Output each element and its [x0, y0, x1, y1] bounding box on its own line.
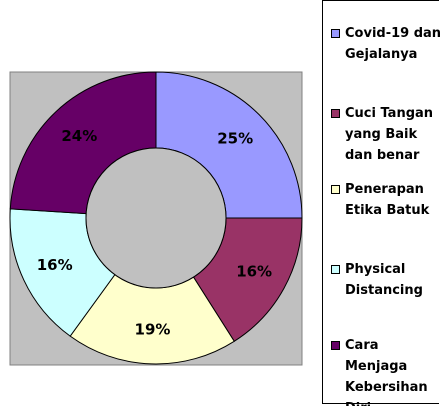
legend-swatch: [331, 29, 340, 38]
legend-item: Penerapan Etika Batuk: [331, 179, 441, 221]
legend-label: Physical Distancing: [345, 262, 423, 298]
data-label: 19%: [135, 320, 171, 338]
legend-label: Cara Menjaga Kebersihan Diri: [345, 338, 428, 406]
legend-item: Covid-19 dan Gejalanya: [331, 23, 441, 65]
data-label: 16%: [37, 256, 73, 274]
legend-label: Cuci Tangan yang Baik dan benar: [345, 106, 434, 163]
donut-hole: [85, 147, 227, 289]
legend: Covid-19 dan Gejalanya Cuci Tangan yang B…: [322, 0, 441, 406]
legend-item: Physical Distancing: [331, 259, 441, 301]
legend-label: Penerapan Etika Batuk: [345, 182, 430, 218]
legend-swatch: [331, 185, 340, 194]
legend-item: Cara Menjaga Kebersihan Diri: [331, 335, 441, 406]
chart: 25% 16% 19% 16% 24%: [9, 71, 303, 366]
legend-swatch: [331, 265, 340, 274]
legend-swatch: [331, 341, 340, 350]
data-label: 16%: [236, 262, 272, 280]
data-label: 24%: [61, 127, 97, 145]
legend-swatch: [331, 109, 340, 118]
legend-label: Covid-19 dan Gejalanya: [345, 26, 441, 62]
legend-item: Cuci Tangan yang Baik dan benar: [331, 103, 441, 166]
data-label: 25%: [217, 129, 253, 147]
